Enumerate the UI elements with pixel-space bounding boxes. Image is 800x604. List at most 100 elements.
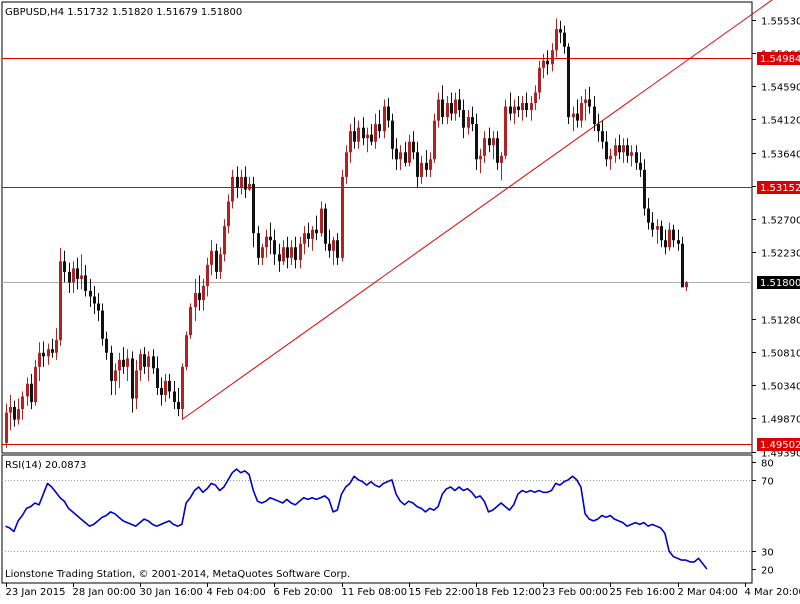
price-tick-label: 1.52700	[761, 216, 800, 227]
candle-body	[601, 131, 604, 142]
candle-body	[164, 381, 167, 395]
candle-body	[307, 233, 310, 239]
candle-body	[370, 135, 373, 142]
candle	[567, 43, 570, 124]
candle-body	[93, 297, 96, 304]
candle-body	[194, 293, 197, 307]
candle-body	[236, 177, 239, 188]
candle-body	[509, 107, 512, 114]
candle-body	[618, 145, 621, 152]
candle	[681, 237, 684, 288]
candle-body	[542, 61, 545, 68]
candle-body	[353, 131, 356, 142]
candle-body	[656, 226, 659, 230]
candle-body	[614, 145, 617, 156]
candle-body	[567, 47, 570, 117]
candle-body	[677, 240, 680, 244]
candle-body	[185, 335, 188, 367]
candle-body	[126, 358, 129, 366]
candle-body	[198, 293, 201, 300]
candle-body	[139, 354, 142, 370]
candle-body	[685, 282, 688, 287]
candle-body	[483, 138, 486, 156]
candle-body	[97, 304, 100, 311]
rsi-title: RSI(14) 20.0873	[5, 460, 86, 471]
candle-body	[147, 356, 150, 367]
candle-body	[349, 131, 352, 152]
candle-body	[681, 244, 684, 288]
price-tick-label: 1.50810	[761, 349, 800, 360]
candle-body	[231, 177, 234, 202]
candle-body	[173, 391, 176, 402]
price-tick-label: 1.52230	[761, 249, 800, 260]
candle-body	[336, 240, 339, 258]
candle-body	[84, 275, 87, 290]
candle	[185, 332, 188, 371]
price-label-text: 1.53152	[760, 183, 800, 194]
candle-body	[122, 360, 125, 367]
price-tick-label: 1.53640	[761, 150, 800, 161]
candle-body	[105, 339, 108, 353]
time-tick-label: 23 Feb 00:00	[543, 587, 609, 598]
candle-body	[458, 100, 461, 111]
candle-body	[206, 265, 209, 286]
candle-body	[177, 402, 180, 409]
candle-body	[34, 367, 37, 402]
candle-body	[55, 340, 58, 353]
candle-body	[80, 275, 83, 279]
candle-body	[399, 152, 402, 159]
time-tick-label: 2 Mar 04:00	[678, 587, 738, 598]
candle-body	[362, 128, 365, 139]
candle-body	[500, 156, 503, 163]
candle-body	[563, 33, 566, 47]
candle-body	[189, 307, 192, 335]
candle-body	[215, 251, 218, 272]
candle-body	[324, 209, 327, 244]
candle-body	[593, 107, 596, 125]
candle-body	[408, 142, 411, 163]
rsi-tick-label: 20	[761, 566, 774, 577]
price-label-text: 1.54984	[760, 54, 800, 65]
price-label-text: 1.51800	[760, 278, 800, 289]
rsi-tick-label: 30	[761, 548, 774, 559]
candle-body	[328, 244, 331, 251]
candle-body	[227, 202, 230, 227]
candle-body	[588, 100, 591, 107]
candle-body	[42, 353, 45, 357]
candle-body	[513, 107, 516, 114]
candle-body	[244, 177, 247, 190]
candle-body	[89, 291, 92, 297]
candle-body	[248, 184, 251, 190]
candle-body	[26, 384, 29, 397]
candle	[433, 114, 436, 163]
candle-body	[282, 247, 285, 261]
candle-body	[450, 103, 453, 114]
candle-body	[576, 114, 579, 121]
horizontal-line-label: 1.49502	[757, 438, 800, 451]
candle-body	[496, 138, 499, 163]
candle	[504, 100, 507, 160]
candle-body	[635, 152, 638, 163]
candle-body	[647, 209, 650, 223]
candle-body	[597, 124, 600, 131]
candle-body	[118, 360, 121, 371]
candle-body	[17, 409, 20, 420]
candle-body	[357, 128, 360, 142]
candle-body	[504, 107, 507, 156]
candle-body	[605, 142, 608, 160]
candle-body	[538, 68, 541, 93]
time-tick-label: 30 Jan 16:00	[140, 587, 203, 598]
candle-body	[13, 407, 16, 420]
candle-body	[252, 184, 255, 233]
candle-body	[38, 353, 41, 367]
candle-body	[273, 240, 276, 254]
candle-body	[131, 358, 134, 398]
candle-body	[5, 413, 8, 443]
copyright-text: Lionstone Trading Station, © 2001-2014, …	[5, 569, 350, 580]
candle-body	[412, 142, 415, 153]
candle-body	[265, 237, 268, 248]
time-tick-label: 23 Jan 2015	[6, 587, 66, 598]
candle-body	[257, 233, 260, 258]
candle-body	[660, 226, 663, 240]
